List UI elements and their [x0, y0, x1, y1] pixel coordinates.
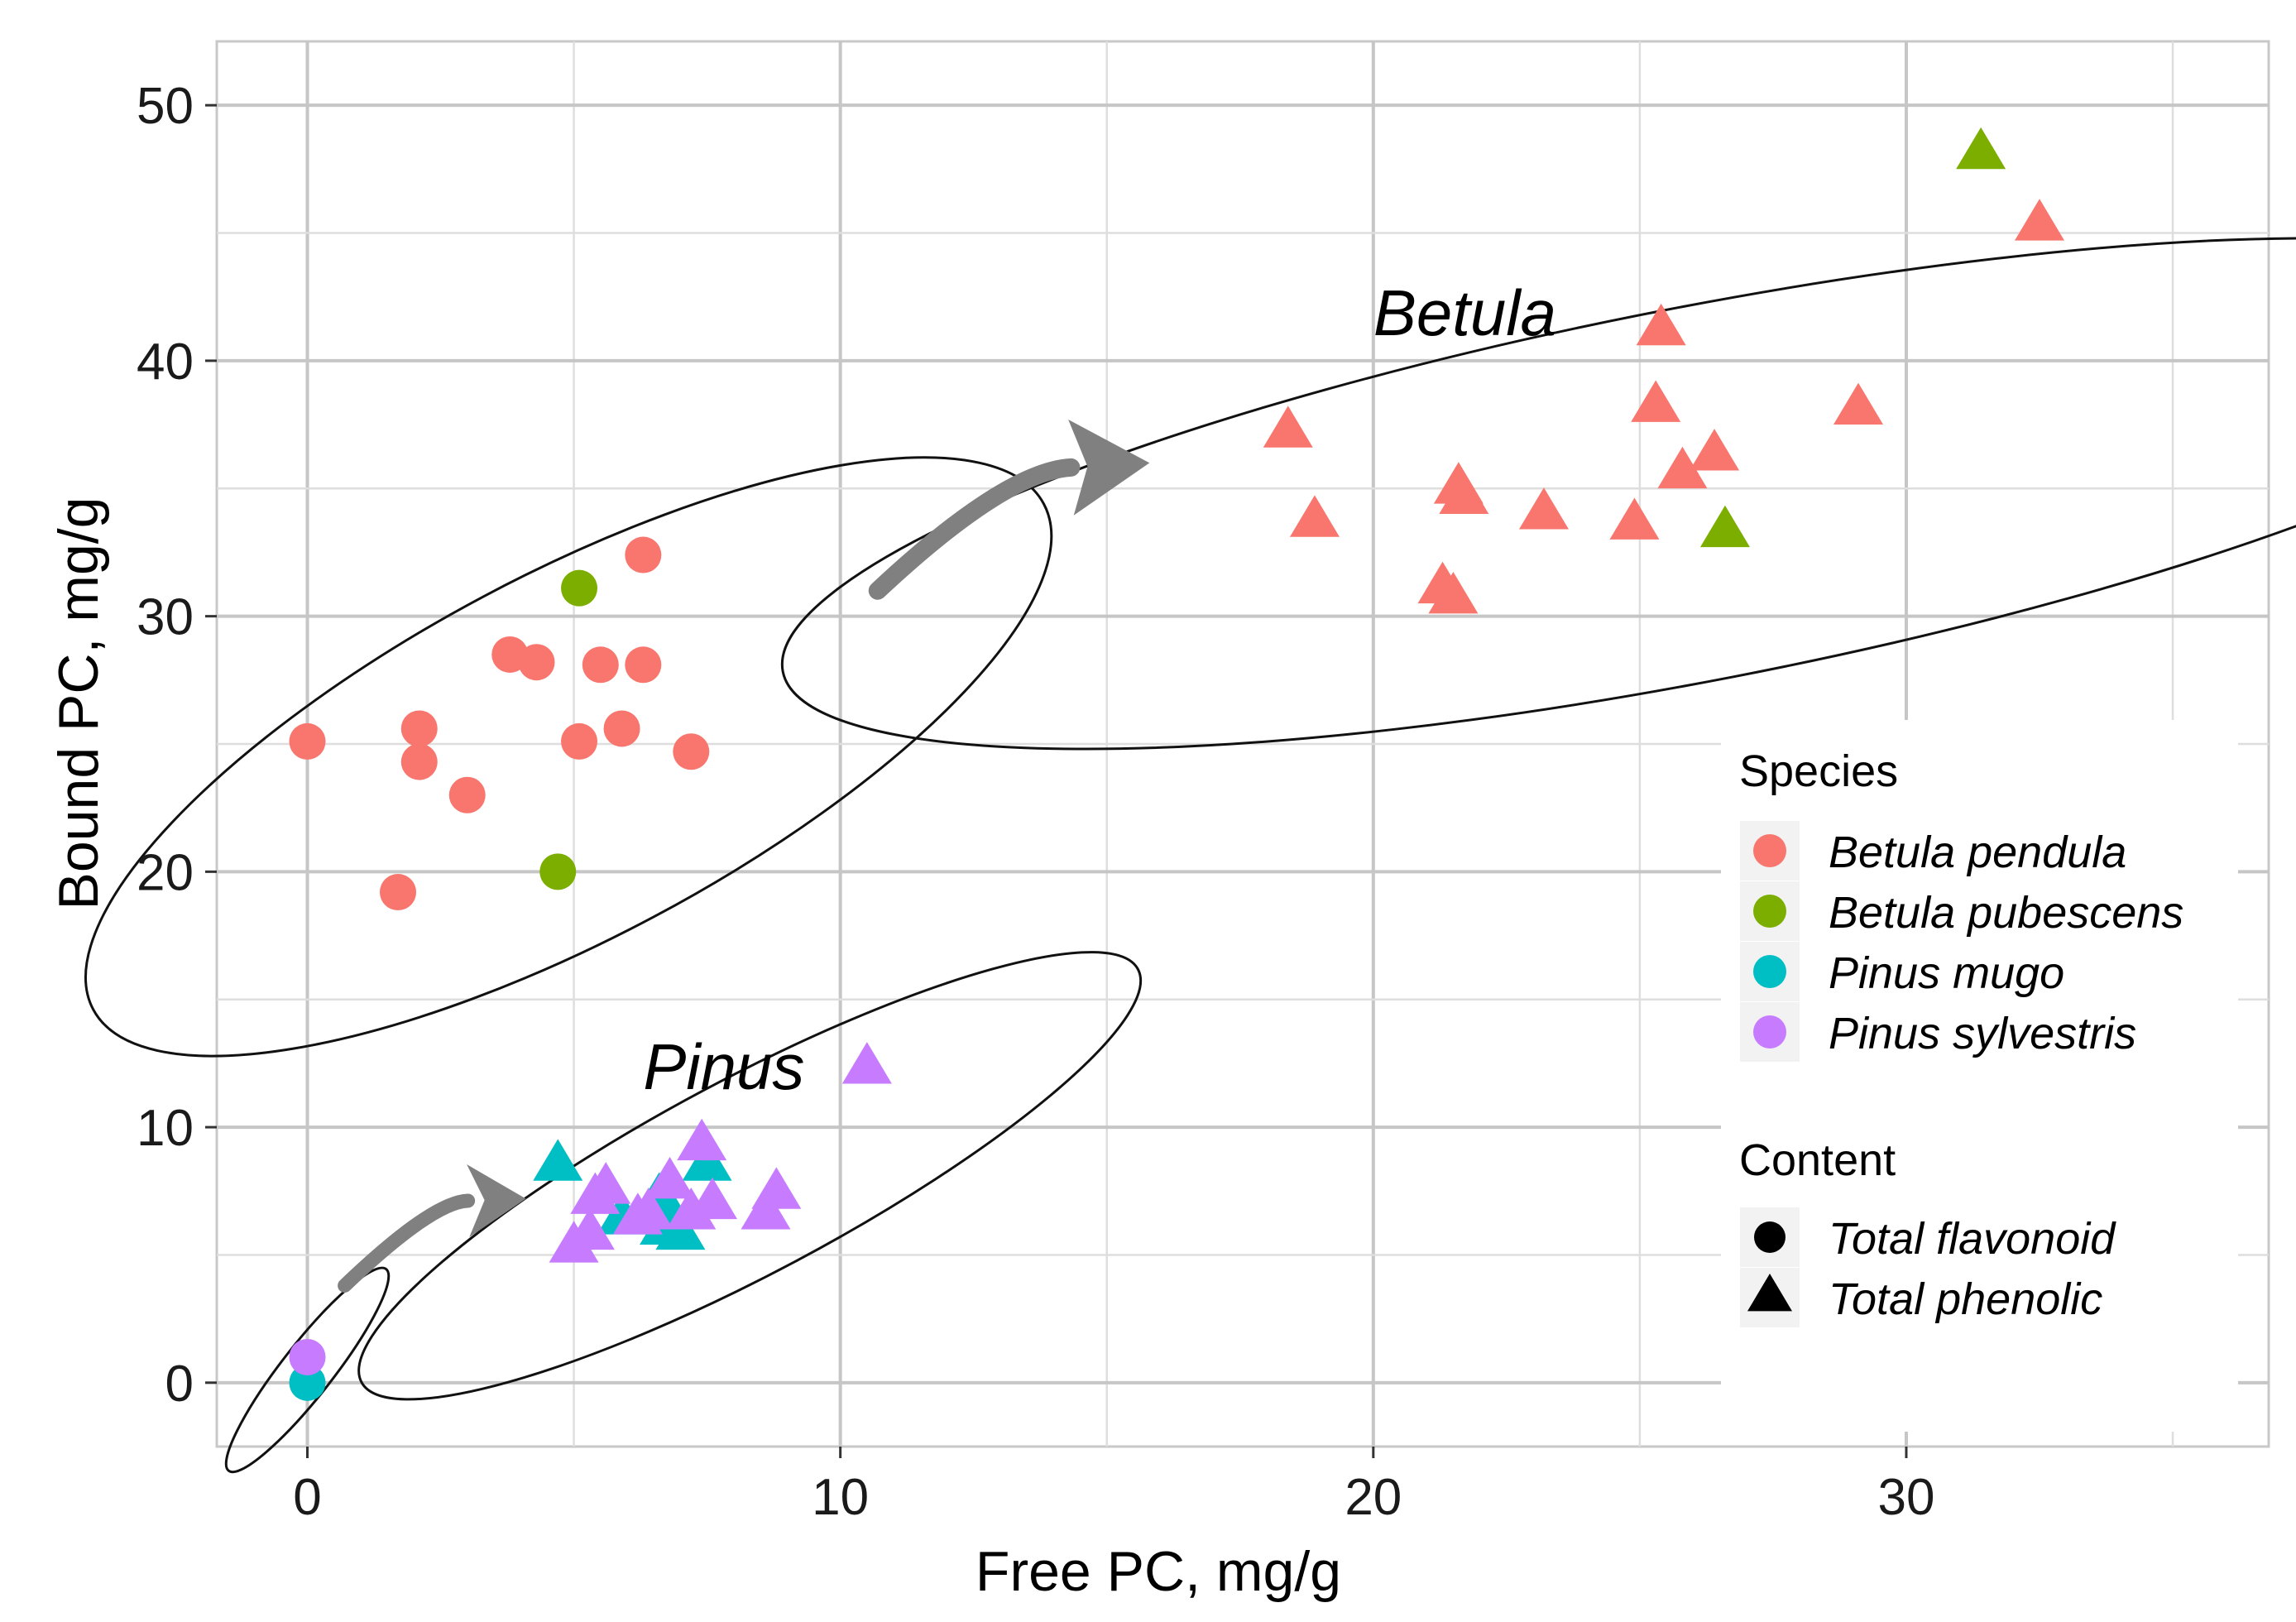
pinus-flavonoid-ellipse	[224, 1266, 391, 1474]
data-point-flavonoid	[625, 646, 662, 684]
data-point-phenolic	[1439, 472, 1489, 515]
data-point-phenolic	[677, 1118, 727, 1161]
legend-species-label: Betula pendula	[1829, 828, 2126, 877]
data-point-phenolic	[841, 1042, 892, 1084]
arrow-to-betula-shaft	[868, 458, 1081, 600]
data-point-phenolic	[564, 1207, 615, 1250]
legend-shape-circle	[1754, 1221, 1786, 1253]
data-point-flavonoid	[289, 722, 326, 760]
data-point-phenolic	[1631, 380, 1681, 422]
y-tick-label: 30	[137, 589, 194, 646]
data-point-flavonoid	[673, 733, 710, 770]
legend-species-label: Betula pubescens	[1829, 888, 2183, 938]
data-point-phenolic	[1690, 429, 1740, 471]
cluster-arrows	[338, 419, 1150, 1293]
data-point-phenolic	[1657, 446, 1708, 489]
data-point-flavonoid	[582, 646, 619, 684]
legend: Species Betula pendula Betula pubescens Pi…	[1721, 720, 2238, 1432]
data-point-phenolic	[533, 1139, 583, 1181]
data-point-phenolic	[1263, 406, 1313, 448]
data-point-phenolic	[2015, 199, 2065, 241]
legend-swatch	[1753, 895, 1786, 928]
legend-shape-triangle	[1747, 1274, 1792, 1312]
pinus-cluster-label: Pinus	[643, 1030, 804, 1103]
data-point-flavonoid	[448, 776, 486, 813]
data-point-flavonoid	[625, 536, 662, 573]
y-tick-label: 50	[137, 78, 194, 135]
data-point-flavonoid	[400, 743, 438, 780]
betula-cluster-label: Betula	[1373, 276, 1556, 349]
legend-background	[1721, 720, 2238, 1432]
legend-content-title: Content	[1739, 1135, 1896, 1185]
legend-species-label: Pinus mugo	[1829, 948, 2064, 998]
x-axis-title: Free PC, mg/g	[975, 1540, 1341, 1603]
data-point-flavonoid	[518, 644, 555, 681]
y-tick-label: 10	[137, 1100, 194, 1157]
arrow-to-betula-head	[1068, 419, 1150, 516]
data-point-phenolic	[1609, 497, 1660, 540]
data-point-phenolic	[1956, 127, 2006, 170]
y-axis-title: Bound PC, mg/g	[47, 497, 110, 910]
y-axis-ticks: 0 10 20 30 40 50	[137, 78, 217, 1413]
x-tick-label: 0	[293, 1469, 321, 1526]
data-point-phenolic	[645, 1157, 695, 1199]
data-point-phenolic	[688, 1177, 738, 1220]
legend-swatch	[1753, 834, 1786, 867]
data-point-phenolic	[1833, 382, 1883, 425]
data-point-phenolic	[1289, 495, 1340, 537]
data-point-phenolic	[1518, 487, 1569, 530]
legend-species-items: Betula pendula Betula pubescens Pinus mugo…	[1740, 821, 2183, 1062]
arrow-to-pinus-shaft	[338, 1193, 476, 1293]
data-point-phenolic	[581, 1162, 631, 1204]
data-point-flavonoid	[561, 569, 598, 607]
x-axis-ticks: 0 10 20 30	[293, 1447, 1934, 1526]
pinus-phenolic-ellipse	[357, 951, 1143, 1401]
x-tick-label: 10	[812, 1469, 869, 1526]
cluster-labels: Betula Pinus	[643, 276, 1556, 1103]
legend-species-title: Species	[1739, 746, 1898, 796]
y-tick-label: 40	[137, 334, 194, 391]
data-point-flavonoid	[380, 874, 417, 911]
legend-content-label: Total flavonoid	[1829, 1214, 2116, 1264]
betula-flavonoid-ellipse	[84, 456, 1053, 1058]
legend-species-label: Pinus sylvestris	[1829, 1009, 2136, 1058]
data-point-phenolic	[623, 1188, 673, 1230]
data-point-flavonoid	[289, 1364, 326, 1401]
legend-swatch	[1753, 1015, 1786, 1049]
data-point-phenolic	[1428, 572, 1479, 614]
data-point-flavonoid	[289, 1338, 326, 1375]
legend-swatch	[1753, 955, 1786, 988]
data-point-flavonoid	[539, 853, 577, 890]
data-points	[289, 127, 2065, 1401]
data-point-phenolic	[1636, 303, 1686, 346]
x-tick-label: 20	[1345, 1469, 1402, 1526]
data-point-flavonoid	[561, 722, 598, 760]
data-point-flavonoid	[603, 710, 640, 747]
arrow-to-pinus-head	[467, 1164, 526, 1237]
data-point-phenolic	[751, 1167, 802, 1209]
legend-content-label: Total phenolic	[1829, 1274, 2102, 1324]
x-tick-label: 30	[1877, 1469, 1934, 1526]
legend-content-items: Total flavonoid Total phenolic	[1740, 1207, 2116, 1327]
data-point-flavonoid	[400, 710, 438, 747]
y-tick-label: 0	[165, 1356, 194, 1413]
data-point-phenolic	[1699, 505, 1750, 548]
y-tick-label: 20	[137, 844, 194, 901]
